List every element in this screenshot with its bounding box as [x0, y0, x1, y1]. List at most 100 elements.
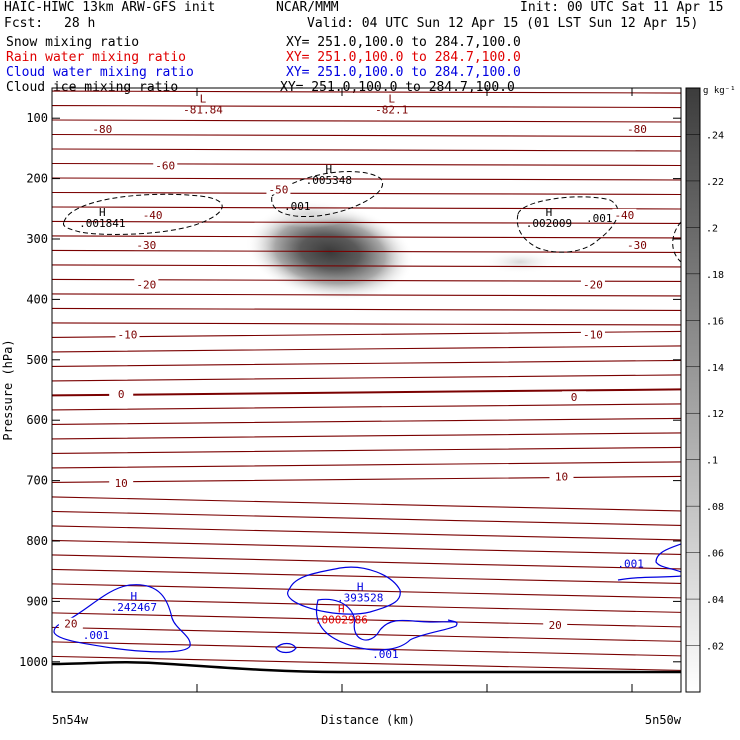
- y-tick-label: 300: [26, 232, 48, 246]
- isotherm-line: [52, 388, 681, 397]
- isotherm-label-bg: [543, 618, 568, 630]
- isotherm-label-bg: [90, 123, 115, 135]
- x-axis-title: Distance (km): [321, 713, 415, 727]
- extremum-symbol: L: [200, 92, 207, 105]
- y-tick-label: 200: [26, 172, 48, 186]
- colorbar-label: .02: [706, 642, 724, 653]
- init-time: Init: 00 UTC Sat 11 Apr 15: [520, 0, 724, 15]
- isotherm-label: 20: [64, 618, 77, 631]
- isotherm-label: -30: [627, 239, 647, 252]
- isotherm-label: -20: [136, 278, 156, 291]
- isotherm-line: [52, 597, 681, 613]
- colorbar-label: .2: [706, 223, 718, 234]
- isotherm-line: [52, 249, 681, 254]
- extremum-symbol: H: [338, 602, 345, 615]
- isotherm-label-bg: [109, 388, 134, 400]
- valid-time: Valid: 04 UTC Sun 12 Apr 15 (01 LST Sun …: [307, 16, 699, 31]
- extremum-value: .002009: [526, 217, 572, 230]
- colorbar: [685, 87, 701, 693]
- isotherm-label-bg: [580, 278, 605, 290]
- y-tick-label: 100: [26, 111, 48, 125]
- isotherm-label-bg: [562, 391, 587, 403]
- colorbar-labels: .02 .04 .06 .08 .1 .12 .14 .16 .18 .2 .22 .24: [686, 130, 724, 653]
- temperature-labels: -80 -80 -60 -50 -40 -40 -30 -30 -20 -20 -10 -10 0 0 10…: [58, 123, 649, 632]
- colorbar-label: .22: [706, 177, 724, 188]
- isotherm-line: [52, 220, 681, 225]
- y-tick-label: 900: [26, 594, 48, 608]
- cloud-water-contours: [53, 543, 681, 654]
- colorbar-label: .24: [706, 130, 724, 141]
- field-xy-cloud-water: XY= 251.0,100.0 to 284.7,100.0: [286, 65, 521, 80]
- colorbar-label: .08: [706, 502, 724, 513]
- extremum-value: .0002986: [315, 613, 368, 626]
- isotherm-line: [52, 374, 681, 382]
- extremum-symbol: H: [357, 581, 364, 594]
- isotherm-label: -30: [136, 239, 156, 252]
- isotherm-line: [52, 403, 681, 411]
- extremum-value: -81.84: [183, 103, 223, 116]
- extremum-symbol: H: [130, 590, 137, 603]
- extremum-value: .242467: [111, 601, 157, 614]
- y-tick-label: 500: [26, 353, 48, 367]
- isotherm-line: [52, 162, 681, 167]
- isotherm-label: 0: [118, 388, 125, 401]
- isotherm-label: -40: [143, 209, 163, 222]
- isotherm-label-bg: [266, 183, 291, 195]
- y-tick-label: 1000: [19, 655, 48, 669]
- isotherm-line: [52, 655, 681, 671]
- isotherm-label: -80: [92, 123, 112, 136]
- isotherm-label: -10: [583, 328, 603, 341]
- isotherm-line: [52, 432, 681, 440]
- extremum-symbol: H: [325, 163, 332, 176]
- isotherm-line: [52, 307, 681, 312]
- colorbar-label: .1: [706, 456, 718, 467]
- model-title: HAIC-HIWC 13km ARW-GFS init: [4, 0, 216, 15]
- y-tick-label: 800: [26, 534, 48, 548]
- isotherm-label: 20: [549, 619, 562, 632]
- x-axis-right-label: 5n50w: [645, 713, 682, 727]
- extremum-value: .005348: [306, 174, 352, 187]
- isotherm-label-bg: [153, 159, 178, 171]
- isotherm-label-bg: [115, 328, 140, 340]
- y-tick-label: 600: [26, 413, 48, 427]
- colorbar-label: .04: [706, 595, 724, 606]
- isotherm-label-bg: [109, 477, 134, 489]
- isotherm-line: [52, 496, 681, 512]
- isotherm-line: [52, 417, 681, 425]
- forecast-hours: 28 h: [64, 16, 96, 31]
- cloud-ice-contours: [62, 171, 681, 263]
- ground-surface: [52, 660, 681, 674]
- isotherm-line: [52, 264, 681, 268]
- isotherm-line: [52, 177, 681, 181]
- isotherm-line: [52, 191, 681, 196]
- x-axis-ticks: [51, 88, 633, 692]
- extremum-symbol: H: [546, 206, 553, 219]
- isotherm-line: [52, 510, 681, 526]
- isotherm-label: -60: [155, 159, 175, 172]
- extremum-symbol: H: [99, 206, 106, 219]
- isotherm-label-bg: [134, 239, 159, 251]
- isotherm-line: [52, 359, 681, 367]
- x-axis-left-label: 5n54w: [52, 713, 89, 727]
- isotherm-label-bg: [134, 278, 159, 290]
- isotherm-line: [52, 475, 681, 483]
- isotherm-line: [52, 345, 681, 353]
- isotherm-line: [52, 626, 681, 642]
- isotherm-label: -20: [583, 278, 603, 291]
- field-name-snow: Snow mixing ratio: [6, 35, 140, 50]
- isotherm-line: [52, 539, 681, 555]
- isotherm-label-bg: [549, 470, 574, 482]
- isotherm-label: 10: [115, 477, 128, 490]
- contour-value-label: .001: [586, 212, 613, 225]
- isotherm-line: [52, 133, 681, 138]
- isotherm-line: [52, 90, 681, 94]
- forecast-label: Fcst:: [4, 16, 44, 31]
- isotherm-label-bg: [624, 239, 649, 251]
- temperature-contours: [52, 90, 681, 671]
- isotherm-label: -40: [614, 209, 634, 222]
- colorbar-label: .12: [706, 409, 724, 420]
- y-tick-label: 400: [26, 292, 48, 306]
- isotherm-line: [52, 554, 681, 570]
- contour-value-label: .001: [284, 200, 311, 213]
- colorbar-label: .16: [706, 316, 724, 327]
